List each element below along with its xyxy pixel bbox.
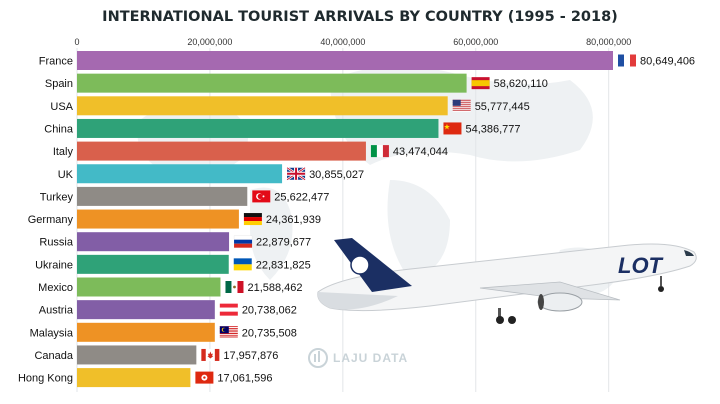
spain-flag-icon [471,77,490,90]
bar-row: Mexico 21,588,462 [38,277,303,297]
bar-row: UK 30,855,027 [58,164,364,184]
bar-row: Italy 43,474,044 [53,141,448,161]
category-label: Turkey [40,191,74,203]
value-label: 43,474,044 [393,146,448,158]
uk-flag-icon [286,166,306,181]
category-label: Austria [39,305,74,317]
mexico-flag-icon [225,281,244,293]
value-label: 80,649,406 [640,56,695,68]
value-label: 24,361,939 [266,214,321,226]
category-label: UK [58,169,74,181]
bar-row: France 80,649,406 [39,51,695,70]
hong-kong-flag-icon [195,371,214,384]
bar [77,322,215,342]
value-label: 20,735,508 [242,327,297,339]
category-label: Spain [45,78,73,90]
category-label: China [44,123,74,135]
france-flag-icon [618,54,636,67]
category-label: Mexico [38,282,73,294]
x-tick-label: 80,000,000 [586,37,631,47]
ukraine-flag-icon [233,258,252,271]
category-label: USA [50,101,73,113]
category-label: France [39,56,73,68]
category-label: Hong Kong [18,373,73,385]
malaysia-flag-icon [219,326,238,339]
bar-row: Austria 20,738,062 [39,300,297,320]
bar-row: Hong Kong 17,061,596 [18,368,272,388]
bars: France 80,649,406 Spain 58,620,110 USA 55,777… [18,51,695,388]
value-label: 25,622,477 [274,191,329,203]
value-label: 22,831,825 [256,259,311,271]
value-label: 54,386,777 [465,123,520,135]
airplane-photo: LOT [317,238,697,324]
category-label: Italy [53,146,74,158]
bar-row: Canada 17,957,876 [34,345,278,365]
chart-title: INTERNATIONAL TOURIST ARRIVALS BY COUNTR… [102,9,618,25]
value-label: 21,588,462 [247,282,302,294]
canada-flag-icon [201,348,220,361]
germany-flag-icon [243,213,262,226]
category-label: Russia [39,237,74,249]
value-label: 17,061,596 [217,373,272,385]
value-label: 20,738,062 [242,305,297,317]
bar-row: China 54,386,777 [44,118,521,138]
value-label: 22,879,677 [256,237,311,249]
bar [77,141,366,161]
x-tick-label: 60,000,000 [453,37,498,47]
x-axis-ticks: 0 20,000,000 40,000,000 60,000,000 80,000,00… [74,37,631,47]
category-label: Canada [34,350,73,362]
airplane-logo: LOT [618,253,664,278]
bar [77,368,191,388]
bar-row: Russia 22,879,677 [39,232,311,252]
usa-flag-icon [452,99,471,112]
category-label: Ukraine [35,259,73,271]
bar [77,209,239,229]
watermark: LAJU DATA [308,348,408,368]
bar-row: Ukraine 22,831,825 [35,254,311,274]
bar [77,164,283,184]
bar-row: Spain 58,620,110 [45,73,548,93]
value-label: 58,620,110 [494,78,548,90]
value-label: 17,957,876 [223,350,278,362]
bar [77,232,230,252]
bar-row: Malaysia 20,735,508 [30,322,297,342]
bar [77,277,221,297]
austria-flag-icon [219,303,238,316]
bar-row: USA 55,777,445 [50,96,530,116]
bar [77,345,197,365]
watermark-text: LAJU DATA [333,351,408,365]
value-label: 30,855,027 [309,169,364,181]
bar [77,73,467,93]
x-tick-label: 40,000,000 [320,37,365,47]
china-flag-icon [443,122,462,135]
x-tick-label: 20,000,000 [187,37,232,47]
bar-row: Turkey 25,622,477 [40,186,329,206]
value-label: 55,777,445 [475,101,530,113]
bar [77,51,613,70]
bar [77,186,248,206]
bar [77,300,215,320]
bar [77,118,439,138]
category-label: Germany [28,214,74,226]
x-tick-label: 0 [74,37,79,47]
bar [77,254,229,274]
italy-flag-icon [370,145,389,158]
category-label: Malaysia [30,327,74,339]
bar-row: Germany 24,361,939 [28,209,321,229]
turkey-flag-icon [252,190,271,203]
bar [77,96,448,116]
russia-flag-icon [233,235,253,248]
